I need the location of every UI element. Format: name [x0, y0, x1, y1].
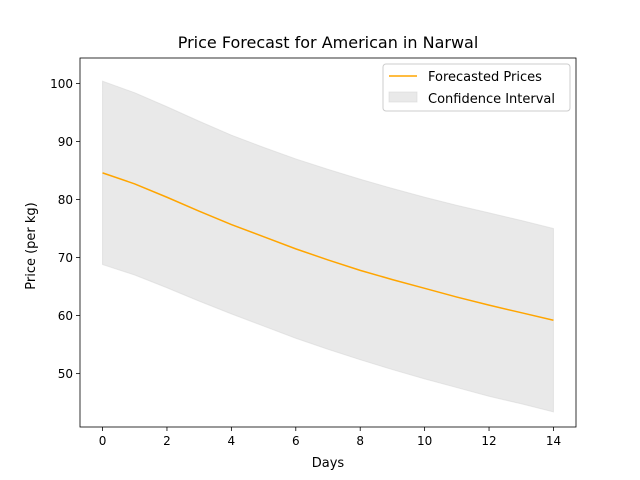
y-tick-label: 60	[58, 309, 73, 323]
legend-forecast-label: Forecasted Prices	[428, 70, 542, 85]
x-tick-label: 12	[481, 434, 496, 448]
y-tick-label: 100	[50, 77, 73, 91]
legend: Forecasted Prices Confidence Interval	[382, 63, 571, 112]
y-tick-label: 90	[58, 135, 73, 149]
x-tick-label: 2	[163, 434, 171, 448]
x-tick-label: 8	[356, 434, 364, 448]
x-axis-label: Days	[312, 456, 345, 471]
legend-frame	[382, 63, 571, 112]
x-tick-label: 10	[417, 434, 432, 448]
x-tick-label: 6	[292, 434, 300, 448]
plot-area	[79, 57, 577, 428]
forecast-line	[102, 172, 554, 321]
x-tick-label: 4	[228, 434, 236, 448]
y-tick-label: 80	[58, 193, 73, 207]
y-axis-label: Price (per kg)	[24, 202, 39, 290]
chart-title: Price Forecast for American in Narwal	[178, 33, 479, 52]
x-axis-ticks: 0 2 4 6 8 10 12 14	[99, 427, 561, 448]
x-tick-label: 14	[546, 434, 561, 448]
y-tick-label: 70	[58, 251, 73, 265]
legend-ci-label: Confidence Interval	[428, 92, 555, 107]
x-tick-label: 0	[99, 434, 107, 448]
confidence-band	[102, 80, 554, 413]
axes-frame	[79, 57, 577, 428]
y-axis-ticks: 50 60 70 80 90 100	[50, 77, 80, 381]
legend-ci-swatch	[388, 91, 418, 103]
y-tick-label: 50	[58, 367, 73, 381]
